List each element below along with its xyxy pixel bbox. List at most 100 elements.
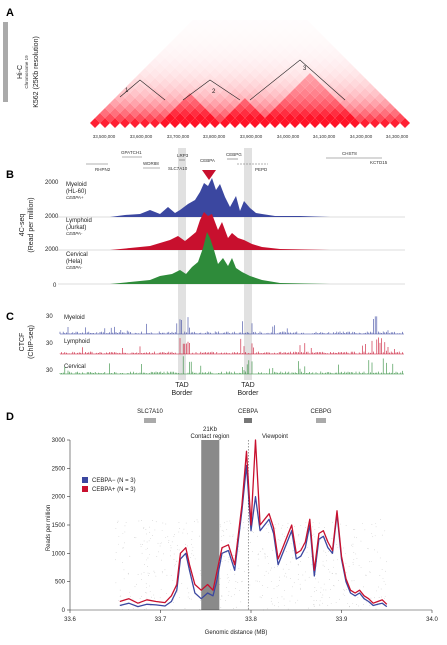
scatter-point — [284, 575, 285, 577]
scatter-point — [159, 597, 161, 599]
scatter-point — [372, 536, 374, 538]
scatter-point — [153, 594, 155, 596]
hic-cell — [225, 0, 235, 3]
scatter-point — [234, 594, 236, 596]
scatter-point — [129, 596, 131, 597]
hic-side-bar — [3, 22, 8, 102]
scatter-point — [375, 590, 377, 592]
scatter-point — [374, 549, 375, 551]
scatter-point — [229, 580, 231, 581]
scatter-point — [146, 547, 148, 549]
fourc-track-cell-lymphoid: (Jurkat) — [66, 225, 86, 231]
scatter-point — [246, 564, 248, 565]
scatter-point — [345, 572, 347, 574]
hic-cell — [260, 20, 270, 28]
scatter-point — [118, 543, 119, 545]
scatter-point — [221, 540, 223, 542]
scatter-point — [221, 595, 223, 597]
scatter-point — [174, 565, 175, 567]
fourc-track-cell-cervical: (Hela) — [66, 259, 82, 265]
scatter-point — [219, 524, 221, 526]
scatter-point — [356, 537, 358, 539]
scatter-point — [240, 601, 242, 603]
scatter-point — [278, 606, 280, 608]
scatter-point — [164, 569, 166, 571]
hic-cell — [220, 20, 230, 28]
scatter-point — [261, 597, 262, 599]
scatter-point — [311, 564, 313, 566]
hic-cell — [210, 8, 220, 18]
gene-label-pepd: PEPD — [255, 167, 268, 172]
hic-cell — [227, 20, 233, 23]
scatter-point — [143, 528, 144, 529]
scatter-point — [238, 551, 240, 552]
scatter-point — [146, 597, 148, 599]
scatter-point — [140, 595, 142, 597]
scatter-point — [226, 574, 228, 576]
scatter-point — [333, 585, 335, 587]
panel-c-letter: C — [6, 311, 14, 323]
scatter-point — [278, 523, 280, 525]
scatter-point — [146, 533, 147, 535]
scatter-point — [235, 588, 236, 589]
scatter-point — [320, 538, 321, 540]
scatter-point — [321, 534, 323, 536]
scatter-point — [249, 572, 250, 573]
hic-cell — [250, 8, 260, 18]
scatter-point — [192, 554, 194, 556]
hic-tick: 34,100,000 — [313, 134, 336, 139]
scatter-point — [352, 562, 354, 563]
domain-3-outline — [249, 59, 346, 101]
contact-region-band — [201, 440, 220, 610]
series-line-cebpa-minus — [119, 464, 388, 608]
scatter-point — [145, 583, 147, 585]
scatter-point — [371, 533, 373, 534]
scatter-point — [230, 595, 232, 597]
scatter-point — [246, 592, 248, 594]
scatter-point — [308, 557, 309, 558]
hic-cell — [247, 20, 253, 23]
hic-cell — [217, 20, 223, 23]
chart-legend: CEBPA− (N = 3) CEBPA+ (N = 3) — [82, 477, 136, 493]
scatter-point — [139, 598, 141, 599]
scatter-point — [342, 593, 344, 595]
scatter-point — [262, 595, 263, 596]
scatter-point — [257, 554, 259, 556]
scatter-point — [227, 561, 229, 563]
scatter-point — [302, 574, 304, 576]
scatter-point — [138, 520, 140, 522]
tad-border-label-left-2: Border — [171, 390, 193, 397]
scatter-point — [320, 587, 322, 589]
scatter-point — [178, 531, 180, 533]
scatter-point — [196, 519, 198, 521]
scatter-point — [327, 605, 329, 606]
scatter-point — [154, 597, 155, 599]
scatter-point — [323, 565, 325, 567]
scatter-point — [169, 550, 171, 552]
scatter-point — [279, 539, 281, 541]
scatter-point — [140, 546, 142, 547]
hic-cell — [260, 0, 270, 8]
scatter-point — [271, 603, 273, 605]
scatter-point — [314, 529, 316, 530]
scatter-point — [227, 594, 229, 596]
scatter-point — [321, 596, 323, 598]
scatter-point — [163, 553, 164, 555]
scatter-point — [343, 589, 345, 590]
d-gene-label-cebpa: CEBPA — [238, 409, 258, 415]
scatter-point — [271, 567, 272, 569]
scatter-point — [141, 552, 143, 554]
scatter-point — [270, 600, 272, 602]
hic-cell — [290, 20, 300, 28]
legend-label-cebpa-plus: CEBPA+ (N = 3) — [92, 487, 136, 493]
scatter-point — [146, 586, 147, 588]
scatter-point — [165, 536, 167, 538]
x-tick-label: 33.9 — [336, 617, 348, 623]
scatter-point — [183, 528, 185, 530]
scatter-point — [262, 549, 264, 550]
scatter-point — [238, 546, 239, 548]
scatter-point — [132, 598, 134, 600]
scatter-point — [146, 592, 148, 594]
scatter-point — [200, 592, 202, 593]
hic-cell — [260, 8, 270, 18]
